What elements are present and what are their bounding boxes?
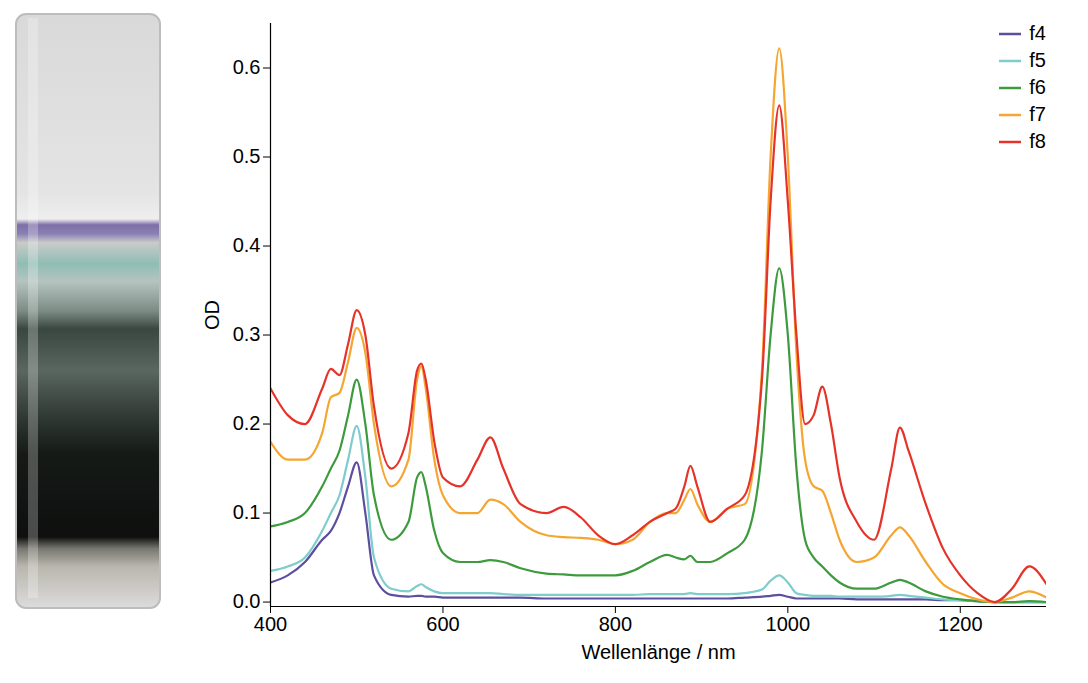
svg-text:0.5: 0.5 (233, 145, 261, 167)
svg-text:0.6: 0.6 (233, 56, 261, 78)
svg-text:800: 800 (599, 613, 632, 635)
html-text:f4: f4 (1029, 22, 1046, 44)
svg-text:1000: 1000 (766, 613, 811, 635)
svg-text:0.2: 0.2 (233, 412, 261, 434)
svg-text:Wellenlänge / nm: Wellenlänge / nm (581, 641, 735, 663)
html-text:f6: f6 (1029, 76, 1046, 98)
html-text:f5: f5 (1029, 49, 1046, 71)
svg-text:0.1: 0.1 (233, 501, 261, 523)
svg-text:1200: 1200 (938, 613, 983, 635)
svg-text:0.0: 0.0 (233, 590, 261, 612)
svg-text:0.3: 0.3 (233, 323, 261, 345)
html-text:f8: f8 (1029, 130, 1046, 152)
svg-text:600: 600 (426, 613, 459, 635)
svg-text:OD: OD (201, 300, 223, 330)
svg-text:400: 400 (254, 613, 287, 635)
svg-text:0.4: 0.4 (233, 234, 261, 256)
html-text:f7: f7 (1029, 103, 1046, 125)
